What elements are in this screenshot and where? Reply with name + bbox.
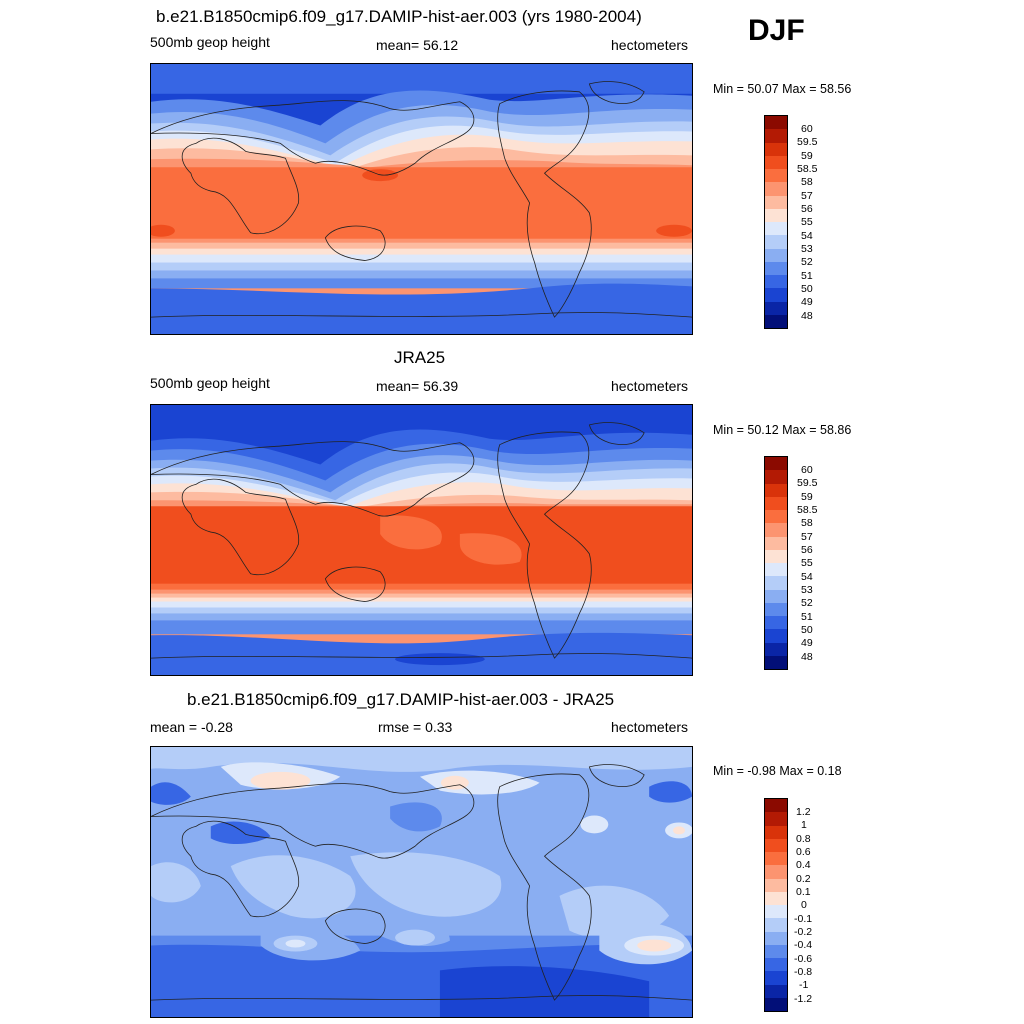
panel2-tick-label: 56 <box>801 544 813 556</box>
panel2-tick-label: 58 <box>801 517 813 529</box>
panel3-colorbar <box>764 798 788 1012</box>
panel2-tick-label: 48 <box>801 651 813 663</box>
panel1-tick-label: 52 <box>801 256 813 268</box>
panel2-tick-label: 58.5 <box>797 504 818 516</box>
panel1-tick-label: 49 <box>801 296 813 308</box>
panel2-tick-label: 53 <box>801 584 813 596</box>
panel3-mean-label: mean = -0.28 <box>150 719 233 735</box>
panel1-tick-label: 56 <box>801 203 813 215</box>
panel2-tick-label: 59.5 <box>797 477 818 489</box>
panel3-tick-label: 0.6 <box>796 846 811 858</box>
panel3-rmse-label: rmse = 0.33 <box>378 719 453 735</box>
panel1-units-label: hectometers <box>611 37 689 53</box>
panel1-tick-label: 58 <box>801 176 813 188</box>
panel1-tick-label: 50 <box>801 283 813 295</box>
panel1-tick-label: 53 <box>801 243 813 255</box>
panel1-tick-label: 58.5 <box>797 163 818 175</box>
panel3-minmax: Min = -0.98 Max = 0.18 <box>713 764 842 778</box>
panel3-tick-label: 0.2 <box>796 873 811 885</box>
panel1-tick-label: 59.5 <box>797 136 818 148</box>
panel2-tick-label: 54 <box>801 571 813 583</box>
panel2-tick-label: 52 <box>801 597 813 609</box>
panel3-tick-label: 0.1 <box>796 886 811 898</box>
panel1-variable-label: 500mb geop height <box>150 34 270 50</box>
panel2-map <box>150 404 693 676</box>
panel3-tick-label: 0.4 <box>796 859 811 871</box>
panel3-tick-label: -0.8 <box>794 966 813 978</box>
panel1-tick-label: 57 <box>801 190 813 202</box>
panel3-map <box>150 746 693 1018</box>
panel1-tick-label: 59 <box>801 150 813 162</box>
panel2-mean-label: mean= 56.39 <box>376 378 459 394</box>
panel2-colorbar <box>764 456 788 670</box>
panel3-tick-label: 1.2 <box>796 806 811 818</box>
panel1-tick-label: 60 <box>801 123 813 135</box>
panel1-tick-label: 55 <box>801 216 813 228</box>
panel2-tick-label: 55 <box>801 557 813 569</box>
panel3-tick-label: 0.8 <box>796 833 811 845</box>
season-label: DJF <box>748 14 805 47</box>
panel1-colorbar <box>764 115 788 329</box>
panel2-tick-label: 49 <box>801 637 813 649</box>
panel2-variable-label: 500mb geop height <box>150 375 270 391</box>
panel1-tick-label: 51 <box>801 270 813 282</box>
panel3-tick-label: 1 <box>801 819 807 831</box>
panel2-tick-label: 50 <box>801 624 813 636</box>
panel1-tick-label: 54 <box>801 230 813 242</box>
panel2-tick-label: 51 <box>801 611 813 623</box>
panel2-tick-label: 57 <box>801 531 813 543</box>
panel3-title: b.e21.B1850cmip6.f09_g17.DAMIP-hist-aer.… <box>187 690 615 709</box>
panel2-minmax: Min = 50.12 Max = 58.86 <box>713 423 852 437</box>
panel1-title: b.e21.B1850cmip6.f09_g17.DAMIP-hist-aer.… <box>156 7 642 26</box>
panel2-title: JRA25 <box>394 348 446 367</box>
panel1-tick-label: 48 <box>801 310 813 322</box>
panel1-map <box>150 63 693 335</box>
panel3-tick-label: -0.1 <box>794 913 813 925</box>
panel3-tick-label: -0.2 <box>794 926 813 938</box>
panel3-units-label: hectometers <box>611 719 689 735</box>
panel3-tick-label: -0.6 <box>794 953 813 965</box>
panel1-minmax: Min = 50.07 Max = 58.56 <box>713 82 852 96</box>
panel3-tick-label: -0.4 <box>794 939 813 951</box>
panel3-tick-label: 0 <box>801 899 807 911</box>
panel2-tick-label: 60 <box>801 464 813 476</box>
panel2-units-label: hectometers <box>611 378 689 394</box>
panel3-tick-label: -1.2 <box>794 993 813 1005</box>
panel3-tick-label: -1 <box>799 979 809 991</box>
panel1-mean-label: mean= 56.12 <box>376 37 459 53</box>
panel2-tick-label: 59 <box>801 491 813 503</box>
